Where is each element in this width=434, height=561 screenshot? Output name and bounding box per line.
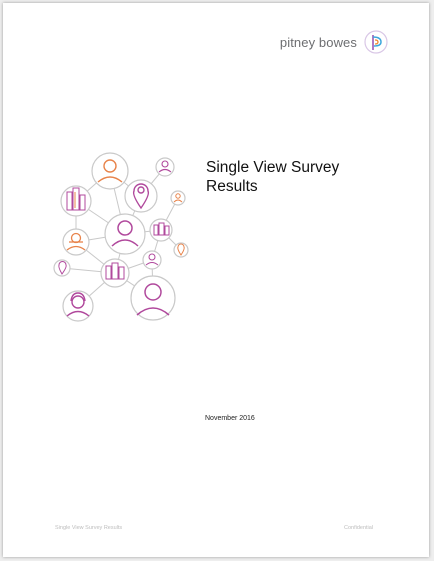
document-date: November 2016 bbox=[205, 415, 255, 422]
people-network-illustration bbox=[53, 152, 189, 322]
document-page: pitney bowes bbox=[3, 3, 429, 557]
company-logo: pitney bowes bbox=[280, 29, 389, 55]
logo-text: pitney bowes bbox=[279, 34, 357, 50]
footer-document-name: Single View Survey Results bbox=[55, 525, 123, 531]
footer-confidential: Confidential bbox=[344, 525, 374, 531]
document-title: Single View Survey Results bbox=[206, 159, 340, 195]
pitney-bowes-logo-icon bbox=[364, 30, 388, 54]
